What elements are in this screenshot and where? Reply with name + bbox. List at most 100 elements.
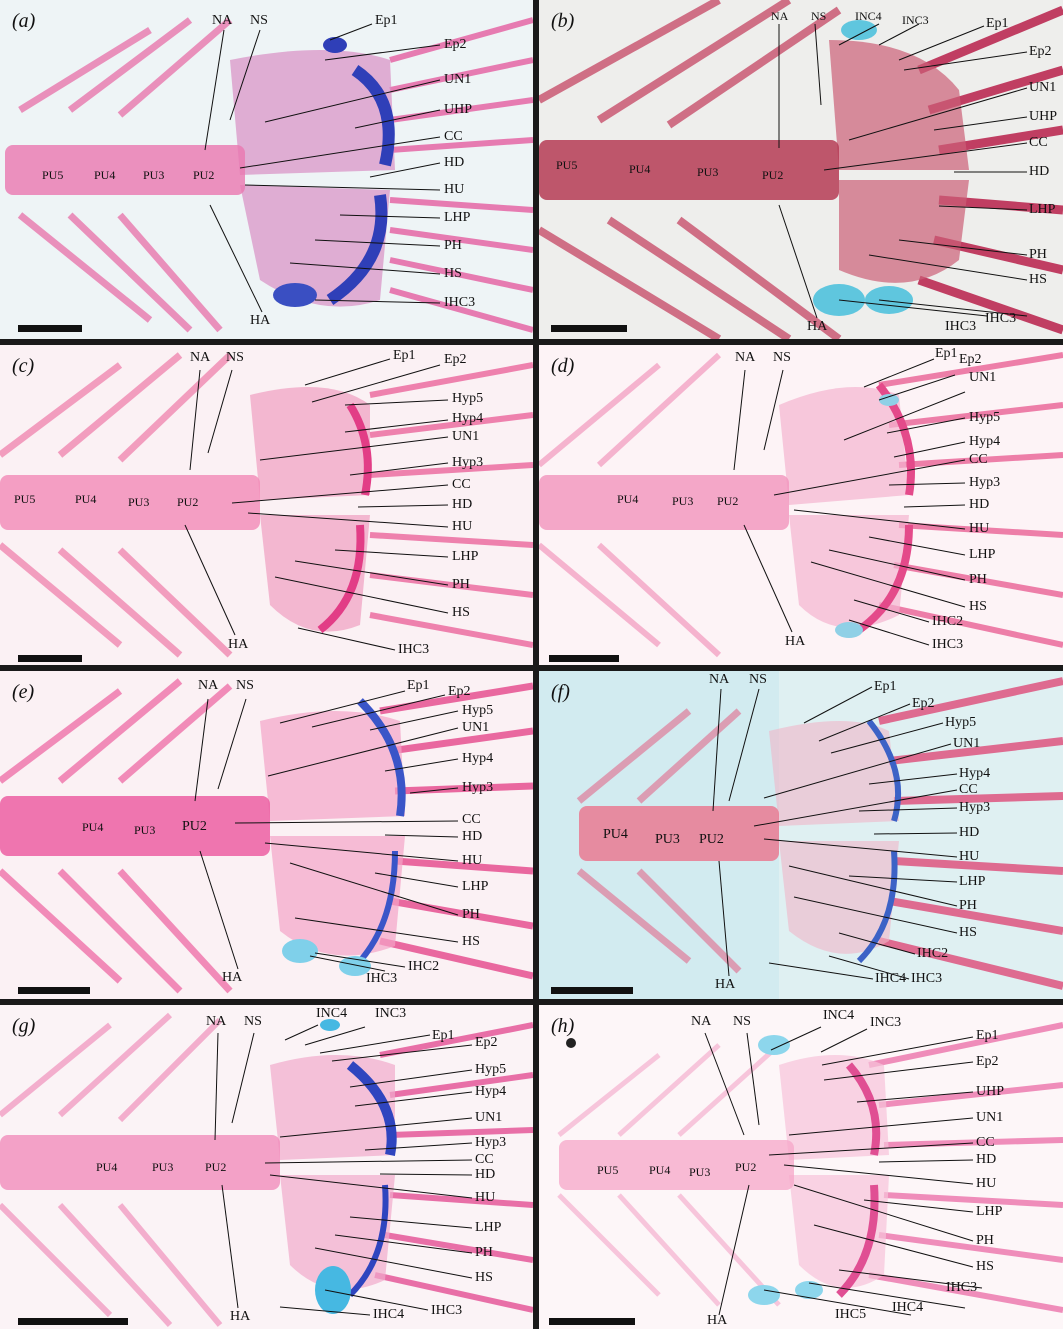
vertebra-label: PU5 bbox=[556, 158, 578, 172]
structure-label: IHC2 bbox=[932, 614, 964, 629]
panel-label: (c) bbox=[12, 355, 35, 377]
structure-label: Ep1 bbox=[375, 13, 398, 28]
specimen-photo-g bbox=[0, 1005, 533, 1329]
structure-label: IHC4 bbox=[892, 1300, 924, 1315]
structure-label: Hyp4 bbox=[959, 766, 991, 781]
structure-label: HS bbox=[462, 934, 480, 949]
vertebra-label: PU2 bbox=[735, 1160, 757, 1174]
structure-label: Hyp3 bbox=[452, 455, 484, 470]
structure-label: NA bbox=[691, 1014, 712, 1029]
structure-label: Hyp4 bbox=[969, 434, 1001, 449]
vertebra-label: PU2 bbox=[699, 832, 724, 847]
structure-label: HA bbox=[222, 970, 243, 985]
vertebra-label: PU3 bbox=[697, 165, 719, 179]
vertebra-label: PU2 bbox=[762, 168, 784, 182]
structure-label: LHP bbox=[452, 549, 479, 564]
structure-label: NS bbox=[236, 678, 254, 693]
structure-label: NS bbox=[244, 1014, 262, 1029]
structure-label: LHP bbox=[444, 210, 471, 225]
structure-label: HU bbox=[969, 521, 990, 536]
structure-label: HD bbox=[475, 1167, 496, 1182]
structure-label: HD bbox=[452, 497, 473, 512]
structure-label: HA bbox=[715, 977, 736, 992]
scale-bar bbox=[18, 655, 82, 662]
structure-label: Ep2 bbox=[912, 696, 935, 711]
structure-label: CC bbox=[475, 1152, 494, 1167]
vertebra-label: PU3 bbox=[152, 1160, 174, 1174]
structure-label: HA bbox=[785, 634, 806, 649]
scale-bar bbox=[549, 655, 619, 662]
structure-label: NA bbox=[709, 672, 730, 687]
structure-label: PH bbox=[475, 1245, 493, 1260]
structure-label: HD bbox=[969, 497, 990, 512]
structure-label: INC3 bbox=[902, 13, 929, 27]
structure-label: HD bbox=[462, 829, 483, 844]
panel-c: (c) PU5 PU4 PU3 PU2 NA NS Ep1 Ep2 Hyp5 H… bbox=[0, 345, 533, 665]
scale-bar bbox=[551, 325, 627, 332]
structure-label: Hyp5 bbox=[969, 410, 1001, 425]
structure-label: UN1 bbox=[1029, 80, 1057, 95]
structure-label: HA bbox=[807, 319, 828, 334]
structure-label: PH bbox=[444, 238, 462, 253]
structure-label: HS bbox=[475, 1270, 493, 1285]
structure-label: CC bbox=[444, 129, 463, 144]
structure-label: CC bbox=[976, 1135, 995, 1150]
structure-label: UHP bbox=[1029, 109, 1058, 124]
scale-bar bbox=[18, 987, 90, 994]
vertebra-label: PU4 bbox=[94, 168, 116, 182]
structure-label: PH bbox=[452, 577, 470, 592]
structure-label: HA bbox=[228, 637, 249, 652]
structure-label: HS bbox=[969, 599, 987, 614]
structure-label: LHP bbox=[976, 1204, 1003, 1219]
structure-label: Hyp5 bbox=[475, 1062, 507, 1077]
vertebra-label: PU2 bbox=[193, 168, 215, 182]
structure-label: UHP bbox=[976, 1084, 1005, 1099]
structure-label: CC bbox=[462, 812, 481, 827]
structure-label: NA bbox=[190, 350, 211, 365]
structure-label: CC bbox=[452, 477, 471, 492]
structure-label: HU bbox=[452, 519, 473, 534]
structure-label: IHC3 bbox=[946, 1280, 978, 1295]
structure-label: UN1 bbox=[444, 72, 472, 87]
structure-label: IHC3 bbox=[932, 637, 964, 652]
panel-g: (g) PU4 PU3 PU2 NA NS INC4 INC3 Ep1 Ep2 … bbox=[0, 1005, 533, 1329]
vertebra-label: PU2 bbox=[177, 495, 199, 509]
structure-label: LHP bbox=[969, 547, 996, 562]
vertebra-label: PU5 bbox=[42, 168, 64, 182]
panel-d: (d) PU4 PU3 PU2 NA NS Ep1 Ep2 UN1 Hyp5 H… bbox=[539, 345, 1063, 665]
vertebra-label: PU3 bbox=[655, 832, 680, 847]
structure-label: HA bbox=[230, 1309, 251, 1324]
structure-label: PH bbox=[976, 1233, 994, 1248]
structure-label: Ep1 bbox=[407, 678, 430, 693]
structure-label: HU bbox=[444, 182, 465, 197]
panel-label: (b) bbox=[551, 10, 575, 32]
panel-label: (d) bbox=[551, 355, 575, 377]
vertebra-label: PU3 bbox=[689, 1165, 711, 1179]
structure-label: HD bbox=[976, 1152, 997, 1167]
structure-label: UN1 bbox=[475, 1110, 503, 1125]
structure-label: PH bbox=[462, 907, 480, 922]
structure-label: UN1 bbox=[462, 720, 490, 735]
scale-bar bbox=[18, 325, 82, 332]
structure-label: HU bbox=[976, 1176, 997, 1191]
structure-label: PH bbox=[959, 898, 977, 913]
structure-label: Hyp5 bbox=[945, 715, 977, 730]
structure-label: CC bbox=[969, 452, 988, 467]
structure-label: NS bbox=[226, 350, 244, 365]
vertebra-label: PU2 bbox=[205, 1160, 227, 1174]
structure-label: IHC4 bbox=[875, 971, 907, 986]
structure-label: IHC3 bbox=[366, 971, 398, 986]
structure-label: NA bbox=[771, 9, 789, 23]
structure-label: NA bbox=[735, 350, 756, 365]
structure-label: PH bbox=[1029, 247, 1047, 262]
structure-label: NS bbox=[773, 350, 791, 365]
structure-label: HD bbox=[444, 155, 465, 170]
structure-label: IHC2 bbox=[408, 959, 440, 974]
structure-label: HU bbox=[959, 849, 980, 864]
structure-label: Hyp3 bbox=[475, 1135, 507, 1150]
vertebra-label: PU4 bbox=[96, 1160, 118, 1174]
vertebra-label: PU2 bbox=[717, 494, 739, 508]
structure-label: INC4 bbox=[855, 9, 882, 23]
structure-label: Ep2 bbox=[444, 37, 467, 52]
